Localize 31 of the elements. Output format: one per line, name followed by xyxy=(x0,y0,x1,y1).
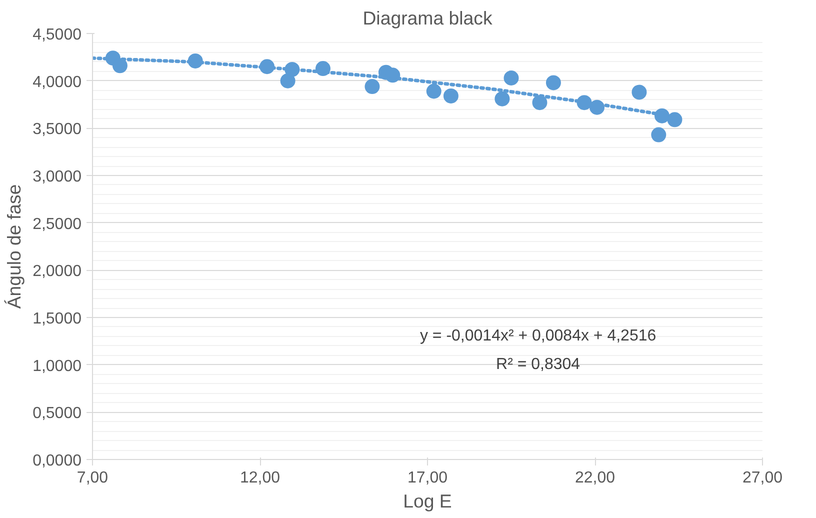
point xyxy=(112,58,128,74)
y-tick-label: 2,0000 xyxy=(32,263,82,280)
y-tick-label: 3,5000 xyxy=(32,121,82,138)
point xyxy=(651,127,666,142)
x-tick-label: 17,00 xyxy=(407,470,448,486)
point xyxy=(532,95,548,110)
point xyxy=(494,91,510,106)
point xyxy=(443,88,458,104)
y-tick-label: 4,0000 xyxy=(32,74,82,91)
point xyxy=(426,84,442,99)
annotation: R² = 0,8304 xyxy=(496,356,580,373)
y-tick-label: 1,0000 xyxy=(32,358,82,375)
x-tick-label: 22,00 xyxy=(574,470,616,486)
y-tick-label: 1,5000 xyxy=(32,310,82,328)
y-tick-label: 3,0000 xyxy=(32,168,82,186)
y-tick-label: 4,5000 xyxy=(32,26,82,44)
x-tick-label: 27,00 xyxy=(742,470,783,486)
y-tick-label: 2,5000 xyxy=(32,216,82,233)
point xyxy=(546,75,561,90)
x-tick-label: 12,00 xyxy=(240,470,280,486)
chart-title: Diagrama black xyxy=(362,8,493,28)
y-axis-title: Ángulo de fase xyxy=(4,184,25,309)
annotation: y = -0,0014x² + 0,0084x + 4,2516 xyxy=(420,327,656,344)
x-tick-label: 7,00 xyxy=(76,470,108,486)
point xyxy=(364,79,380,94)
point xyxy=(632,84,647,100)
x-axis-title: Log E xyxy=(403,490,452,512)
point xyxy=(280,73,296,88)
y-tick-label: 0,5000 xyxy=(32,405,82,422)
point xyxy=(504,70,519,86)
y-tick-label: 0,0000 xyxy=(32,452,82,470)
